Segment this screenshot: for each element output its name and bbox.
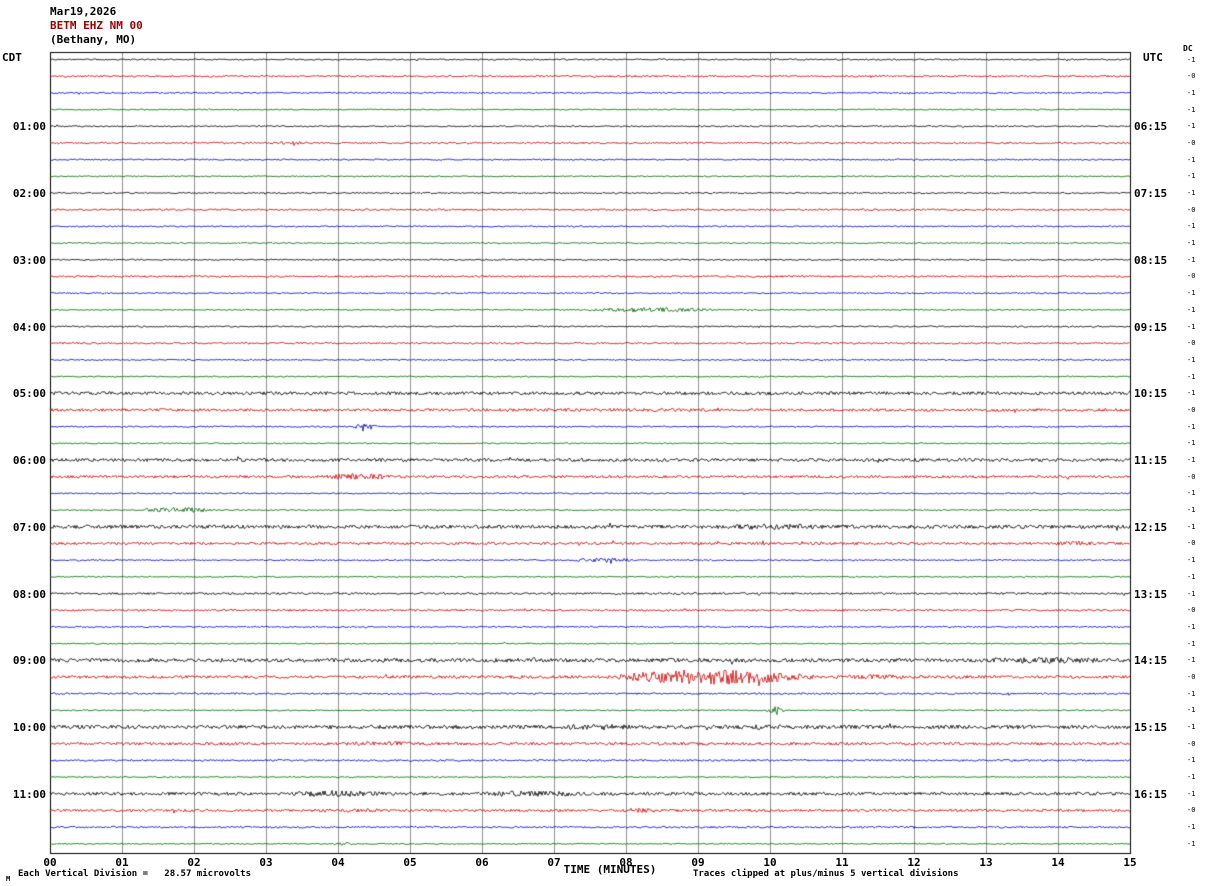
dc-value-label: -1 xyxy=(1187,189,1196,197)
dc-value-label: -1 xyxy=(1187,122,1196,131)
dc-value-label: -1 xyxy=(1187,823,1196,832)
dc-value-label: -1 xyxy=(1187,55,1196,64)
dc-value-label: -0 xyxy=(1187,806,1196,815)
dc-value-label: -1 xyxy=(1187,222,1196,231)
x-tick-label: 03 xyxy=(259,856,273,869)
corner-mark: M xyxy=(6,875,11,883)
right-axis-title: UTC xyxy=(1143,51,1163,64)
left-time-label: 08:00 xyxy=(12,587,46,601)
right-time-label: 15:15 xyxy=(1134,721,1168,734)
left-time-label: 05:00 xyxy=(12,387,46,401)
right-time-label: 06:15 xyxy=(1134,120,1168,134)
dc-value-label: -1 xyxy=(1187,506,1196,515)
dc-value-label: -0 xyxy=(1187,405,1196,414)
dc-value-label: -1 xyxy=(1187,372,1196,381)
scale-note: Each Vertical Division = 28.57 microvolt… xyxy=(18,869,251,879)
x-tick-label: 06 xyxy=(475,856,489,869)
x-tick-label: 00 xyxy=(43,856,57,869)
left-time-label: 03:00 xyxy=(12,253,46,267)
dc-column-label: DC xyxy=(1183,44,1193,53)
dc-value-label: -1 xyxy=(1187,172,1196,181)
header-date: Mar19,2026 xyxy=(50,5,117,18)
dc-value-label: -0 xyxy=(1187,606,1196,615)
x-tick-label: 14 xyxy=(1051,856,1065,869)
x-axis-title: TIME (MINUTES) xyxy=(563,863,657,876)
dc-value-label: -1 xyxy=(1187,656,1196,665)
dc-value-label: -1 xyxy=(1187,622,1196,631)
left-time-label: 11:00 xyxy=(12,787,46,801)
dc-value-label: -1 xyxy=(1187,839,1196,848)
dc-value-label: -1 xyxy=(1187,522,1196,531)
x-tick-label: 12 xyxy=(907,856,921,869)
x-tick-label: 15 xyxy=(1123,856,1137,869)
dc-value-label: -0 xyxy=(1187,672,1196,681)
x-tick-label: 08 xyxy=(619,856,633,869)
header-station: BETM EHZ NM 00 xyxy=(50,19,143,32)
right-time-label: 14:15 xyxy=(1134,654,1168,668)
x-tick-label: 13 xyxy=(979,856,993,869)
x-tick-label: 04 xyxy=(331,856,345,869)
right-time-label: 12:15 xyxy=(1134,520,1168,534)
right-time-label: 16:15 xyxy=(1134,787,1168,801)
dc-value-label: -1 xyxy=(1187,589,1196,598)
dc-value-label: -0 xyxy=(1187,739,1196,748)
x-tick-label: 09 xyxy=(691,856,705,869)
dc-value-label: -1 xyxy=(1187,756,1196,765)
left-time-label: 06:00 xyxy=(12,454,46,467)
dc-value-label: -1 xyxy=(1187,439,1196,448)
dc-value-label: -1 xyxy=(1187,389,1196,398)
dc-value-label: -1 xyxy=(1187,639,1196,648)
dc-value-label: -1 xyxy=(1187,105,1196,114)
left-time-label: 01:00 xyxy=(12,120,46,134)
dc-value-label: -1 xyxy=(1187,456,1196,464)
dc-value-label: -1 xyxy=(1187,305,1196,314)
right-time-label: 13:15 xyxy=(1134,587,1168,601)
dc-value-label: -0 xyxy=(1187,272,1196,281)
x-tick-label: 01 xyxy=(115,856,129,869)
dc-value-label: -1 xyxy=(1187,355,1196,364)
left-time-label: 10:00 xyxy=(12,721,46,734)
dc-value-label: -1 xyxy=(1187,422,1196,431)
dc-value-label: -1 xyxy=(1187,572,1196,581)
dc-value-label: -1 xyxy=(1187,88,1196,97)
right-time-label: 10:15 xyxy=(1134,387,1168,401)
dc-value-label: -1 xyxy=(1187,789,1196,798)
dc-value-label: -1 xyxy=(1187,239,1196,248)
dc-value-label: -1 xyxy=(1187,773,1196,782)
dc-value-label: -1 xyxy=(1187,689,1196,698)
right-time-label: 09:15 xyxy=(1134,320,1168,334)
dc-value-label: -1 xyxy=(1187,289,1196,298)
clip-note: Traces clipped at plus/minus 5 vertical … xyxy=(693,869,959,879)
dc-value-label: -0 xyxy=(1187,339,1196,348)
dc-value-label: -0 xyxy=(1187,72,1196,81)
left-time-label: 09:00 xyxy=(12,654,46,668)
x-tick-label: 05 xyxy=(403,856,417,869)
dc-value-label: -1 xyxy=(1187,322,1196,331)
header-location: (Bethany, MO) xyxy=(50,33,137,46)
dc-value-label: -0 xyxy=(1187,539,1196,548)
dc-value-label: -1 xyxy=(1187,706,1196,715)
right-time-label: 11:15 xyxy=(1134,454,1168,467)
left-time-label: 07:00 xyxy=(12,520,46,534)
x-tick-label: 11 xyxy=(835,856,849,869)
dc-value-label: -0 xyxy=(1187,138,1196,147)
x-tick-label: 10 xyxy=(763,856,777,869)
dc-value-label: -1 xyxy=(1187,489,1196,498)
dc-value-label: -1 xyxy=(1187,723,1196,731)
dc-value-label: -0 xyxy=(1187,205,1196,214)
x-tick-label: 07 xyxy=(547,856,561,869)
right-time-label: 08:15 xyxy=(1134,253,1168,267)
x-tick-label: 02 xyxy=(187,856,201,869)
right-time-label: 07:15 xyxy=(1134,187,1168,200)
dc-value-label: -0 xyxy=(1187,472,1196,481)
left-axis-title: CDT xyxy=(2,51,22,64)
left-time-label: 04:00 xyxy=(12,320,46,334)
dc-value-label: -1 xyxy=(1187,155,1196,164)
dc-value-label: -1 xyxy=(1187,255,1196,264)
left-time-label: 02:00 xyxy=(12,187,46,200)
dc-value-label: -1 xyxy=(1187,556,1196,565)
